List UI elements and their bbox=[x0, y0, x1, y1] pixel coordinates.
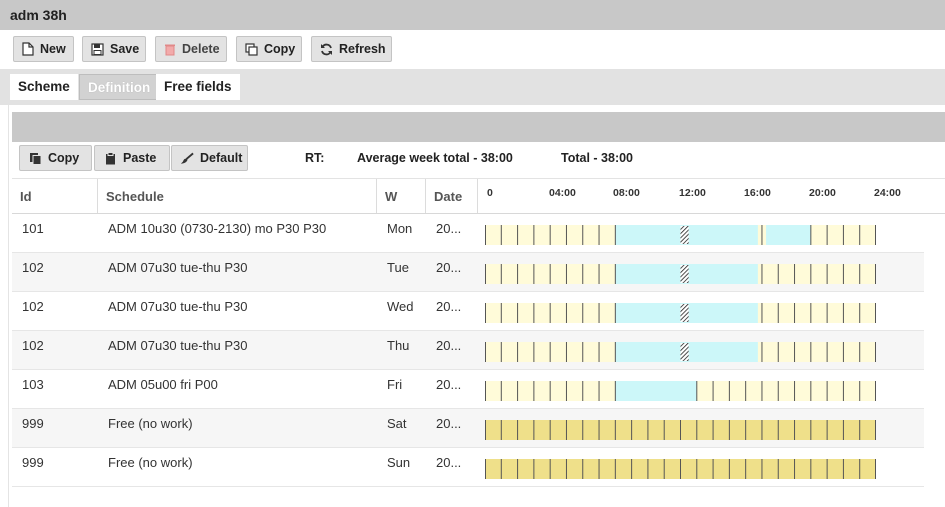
main-toolbar: New Save Delete Copy Refresh bbox=[0, 30, 945, 68]
grid-header: Id Schedule W Date 0 04:00 08:00 12:00 1… bbox=[12, 178, 945, 214]
panel-copy-label: Copy bbox=[48, 151, 80, 165]
break-period bbox=[680, 304, 689, 322]
table-row[interactable]: 103 ADM 05u00 fri P00 Fri 20... bbox=[12, 370, 924, 409]
table-row[interactable]: 101 ADM 10u30 (0730-2130) mo P30 P30 Mon… bbox=[12, 214, 924, 253]
column-header-weekday[interactable]: W bbox=[377, 179, 426, 213]
default-label: Default bbox=[200, 151, 243, 165]
clipboard-icon bbox=[103, 151, 117, 165]
copy-icon bbox=[245, 42, 258, 56]
cell-id: 102 bbox=[22, 260, 44, 275]
new-button[interactable]: New bbox=[13, 36, 74, 62]
timeline-tick-label: 20:00 bbox=[809, 187, 836, 199]
panel-header-bar bbox=[12, 112, 945, 142]
table-row[interactable]: 102 ADM 07u30 tue-thu P30 Wed 20... bbox=[12, 292, 924, 331]
cell-id: 999 bbox=[22, 416, 44, 431]
timeline-tick-label: 24:00 bbox=[874, 187, 901, 199]
cell-date: 20... bbox=[436, 221, 462, 236]
day-timeline bbox=[485, 381, 876, 401]
day-timeline bbox=[485, 225, 876, 245]
trash-icon bbox=[164, 42, 176, 56]
table-row[interactable]: 102 ADM 07u30 tue-thu P30 Tue 20... bbox=[12, 253, 924, 292]
cell-date: 20... bbox=[436, 377, 462, 392]
copy-button-label: Copy bbox=[264, 42, 296, 56]
cell-weekday: Wed bbox=[387, 299, 414, 314]
tab-definition[interactable]: Definition bbox=[79, 74, 160, 100]
total: Total - 38:00 bbox=[561, 151, 634, 165]
save-button-label: Save bbox=[110, 42, 140, 56]
cell-id: 103 bbox=[22, 377, 44, 392]
cell-date: 20... bbox=[436, 260, 462, 275]
work-period bbox=[615, 381, 697, 401]
cell-weekday: Fri bbox=[387, 377, 403, 392]
break-period bbox=[680, 265, 689, 283]
tab-strip: Scheme Definition Free fields bbox=[0, 69, 945, 105]
cell-weekday: Thu bbox=[387, 338, 410, 353]
cell-schedule: ADM 07u30 tue-thu P30 bbox=[108, 299, 248, 314]
timeline-tick-label: 12:00 bbox=[679, 187, 706, 199]
definition-panel: Copy Paste Default RT: Average week tota… bbox=[8, 105, 945, 507]
cell-date: 20... bbox=[436, 455, 462, 470]
cell-id: 999 bbox=[22, 455, 44, 470]
cell-weekday: Sun bbox=[387, 455, 411, 470]
delete-button-label: Delete bbox=[182, 42, 220, 56]
cell-weekday: Tue bbox=[387, 260, 409, 275]
tab-free-fields[interactable]: Free fields bbox=[156, 74, 240, 100]
day-timeline bbox=[485, 303, 876, 323]
break-period bbox=[680, 343, 689, 361]
window-title: adm 38h bbox=[0, 0, 945, 30]
cell-date: 20... bbox=[436, 299, 462, 314]
timeline-tick-label: 16:00 bbox=[744, 187, 771, 199]
brush-icon bbox=[180, 151, 194, 165]
timeline-tick-label: 0 bbox=[487, 187, 493, 199]
cell-weekday: Sat bbox=[387, 416, 407, 431]
day-timeline bbox=[485, 342, 876, 362]
copy-button[interactable]: Copy bbox=[236, 36, 302, 62]
paste-button[interactable]: Paste bbox=[94, 145, 170, 171]
cell-date: 20... bbox=[436, 416, 462, 431]
panel-copy-button[interactable]: Copy bbox=[19, 145, 92, 171]
day-timeline bbox=[485, 264, 876, 284]
timeline-tick-label: 04:00 bbox=[549, 187, 576, 199]
cell-weekday: Mon bbox=[387, 221, 413, 236]
day-timeline bbox=[485, 420, 876, 440]
cell-id: 102 bbox=[22, 338, 44, 353]
refresh-button[interactable]: Refresh bbox=[311, 36, 392, 62]
default-button[interactable]: Default bbox=[171, 145, 248, 171]
day-timeline bbox=[485, 459, 876, 479]
refresh-icon bbox=[320, 42, 333, 56]
table-row[interactable]: 999 Free (no work) Sun 20... bbox=[12, 448, 924, 487]
cell-schedule: ADM 07u30 tue-thu P30 bbox=[108, 260, 248, 275]
cell-schedule: ADM 07u30 tue-thu P30 bbox=[108, 338, 248, 353]
new-button-label: New bbox=[40, 42, 66, 56]
column-header-timeline: 0 04:00 08:00 12:00 16:00 20:00 24:00 bbox=[478, 179, 945, 213]
average-week-total: Average week total - 38:00 bbox=[357, 151, 513, 165]
column-header-id[interactable]: Id bbox=[12, 179, 98, 213]
copy-icon bbox=[28, 151, 42, 165]
table-row[interactable]: 999 Free (no work) Sat 20... bbox=[12, 409, 924, 448]
work-period bbox=[766, 225, 811, 245]
cell-id: 102 bbox=[22, 299, 44, 314]
tab-scheme[interactable]: Scheme bbox=[10, 74, 78, 100]
refresh-button-label: Refresh bbox=[339, 42, 386, 56]
column-header-date[interactable]: Date bbox=[426, 179, 478, 213]
cell-schedule: ADM 05u00 fri P00 bbox=[108, 377, 218, 392]
cell-id: 101 bbox=[22, 221, 44, 236]
column-header-schedule[interactable]: Schedule bbox=[98, 179, 377, 213]
floppy-disk-icon bbox=[91, 42, 104, 56]
delete-button[interactable]: Delete bbox=[155, 36, 227, 62]
timeline-tick-label: 08:00 bbox=[613, 187, 640, 199]
save-button[interactable]: Save bbox=[82, 36, 146, 62]
new-document-icon bbox=[22, 42, 34, 56]
cell-schedule: ADM 10u30 (0730-2130) mo P30 P30 bbox=[108, 221, 327, 236]
rt-label: RT: bbox=[305, 151, 325, 165]
paste-label: Paste bbox=[123, 151, 157, 165]
cell-schedule: Free (no work) bbox=[108, 455, 193, 470]
table-row[interactable]: 102 ADM 07u30 tue-thu P30 Thu 20... bbox=[12, 331, 924, 370]
cell-schedule: Free (no work) bbox=[108, 416, 193, 431]
cell-date: 20... bbox=[436, 338, 462, 353]
break-period bbox=[680, 226, 689, 244]
